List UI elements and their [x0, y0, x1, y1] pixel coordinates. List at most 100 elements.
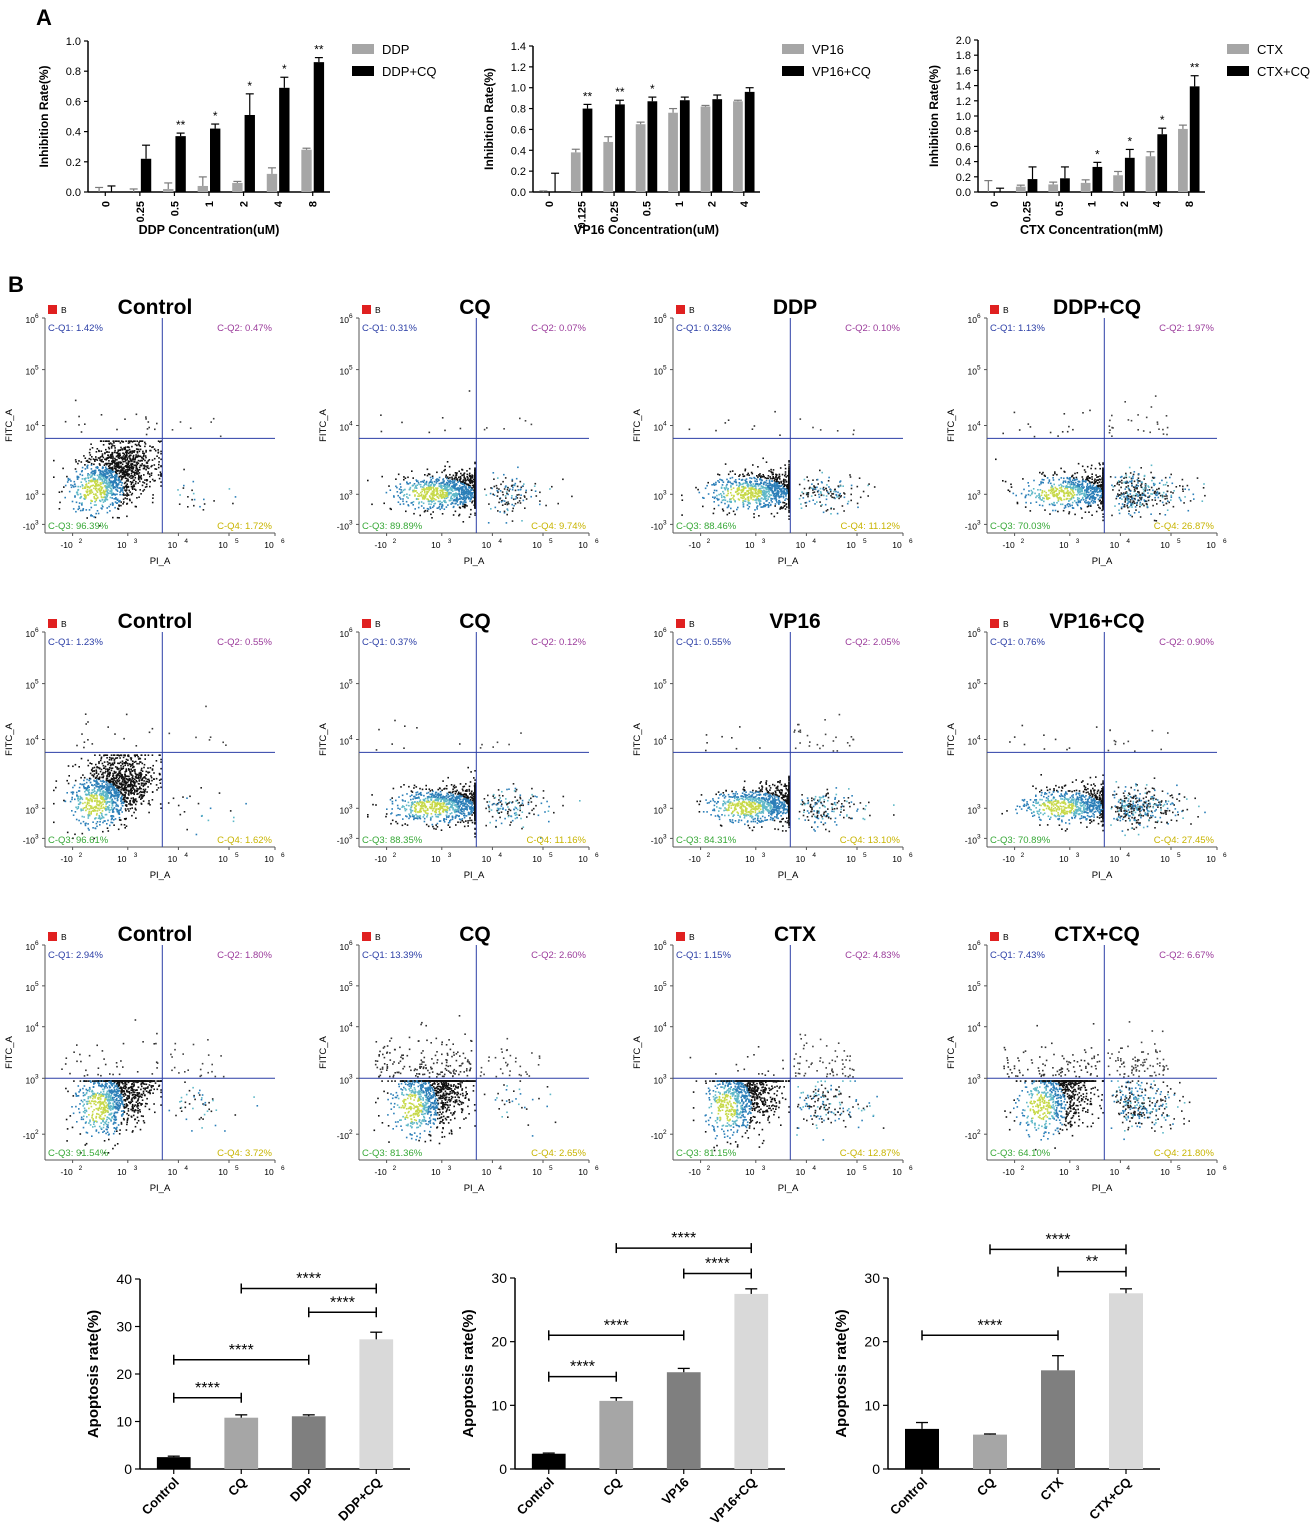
event-dot — [1098, 507, 1100, 509]
event-dot — [764, 490, 766, 492]
event-dot — [812, 427, 814, 429]
event-dot — [120, 489, 122, 491]
event-dot — [122, 461, 124, 463]
event-dot — [81, 431, 83, 433]
event-dot — [721, 495, 723, 497]
event-dot — [66, 476, 68, 478]
event-dot — [105, 483, 107, 485]
event-dot — [497, 477, 499, 479]
event-dot — [75, 468, 77, 470]
y-tick-exponent: 3 — [35, 489, 39, 496]
event-dot — [863, 491, 865, 493]
event-dot — [715, 430, 717, 432]
legend-swatch — [352, 66, 374, 76]
event-dot — [1093, 483, 1095, 485]
event-dot — [844, 493, 846, 495]
x-tick-label: 10 — [264, 540, 274, 550]
event-dot — [754, 495, 756, 497]
event-dot — [780, 502, 782, 504]
bar-vp16-plus-cq — [712, 99, 722, 192]
event-dot — [751, 481, 753, 483]
event-dot — [454, 496, 456, 498]
event-dot — [104, 459, 106, 461]
event-dot — [763, 484, 765, 486]
event-dot — [755, 487, 757, 489]
event-dot — [103, 440, 105, 442]
event-dot — [82, 485, 84, 487]
event-dot — [772, 477, 774, 479]
event-dot — [1081, 484, 1083, 486]
event-dot — [727, 514, 729, 516]
event-dot — [92, 447, 94, 449]
event-dot — [429, 432, 431, 434]
event-dot — [400, 498, 402, 500]
event-dot — [99, 479, 101, 481]
bar-vp16-plus-cq — [680, 100, 690, 192]
event-dot — [506, 514, 508, 516]
event-dot — [449, 466, 451, 468]
event-dot — [857, 503, 859, 505]
event-dot — [433, 498, 435, 500]
x-tick-label: 10 — [117, 540, 127, 550]
event-dot — [427, 488, 429, 490]
event-dot — [1063, 499, 1065, 501]
event-dot — [123, 455, 125, 457]
event-dot — [436, 494, 438, 496]
event-dot — [1101, 503, 1103, 505]
event-dot — [97, 485, 99, 487]
event-dot — [439, 504, 441, 506]
event-dot — [87, 475, 89, 477]
event-dot — [507, 504, 509, 506]
event-dot — [134, 472, 136, 474]
event-dot — [456, 478, 458, 480]
event-dot — [519, 418, 521, 420]
event-dot — [100, 471, 102, 473]
x-tick-label: 0 — [100, 201, 112, 207]
event-dot — [472, 481, 474, 483]
event-dot — [834, 489, 836, 491]
event-dot — [110, 481, 112, 483]
event-dot — [851, 488, 853, 490]
event-dot — [77, 486, 79, 488]
event-dot — [800, 503, 802, 505]
event-dot — [767, 477, 769, 479]
event-dot — [803, 493, 805, 495]
event-dot — [406, 496, 408, 498]
event-dot — [426, 492, 428, 494]
event-dot — [788, 477, 790, 479]
event-dot — [144, 442, 146, 444]
event-dot — [428, 503, 430, 505]
event-dot — [93, 458, 95, 460]
y-tick-label: 1.0 — [66, 36, 81, 48]
event-dot — [497, 492, 499, 494]
x-tick-exponent: 6 — [281, 538, 285, 545]
event-dot — [142, 451, 144, 453]
event-dot — [444, 500, 446, 502]
event-dot — [722, 491, 724, 493]
event-dot — [486, 494, 488, 496]
event-dot — [203, 499, 205, 501]
event-dot — [100, 501, 102, 503]
event-dot — [804, 488, 806, 490]
event-dot — [470, 491, 472, 493]
event-dot — [123, 487, 125, 489]
event-dot — [88, 480, 90, 482]
event-dot — [1069, 486, 1071, 488]
event-dot — [766, 461, 768, 463]
event-dot — [106, 458, 108, 460]
event-dot — [144, 482, 146, 484]
event-dot — [766, 496, 768, 498]
event-dot — [723, 493, 725, 495]
event-dot — [95, 504, 97, 506]
event-dot — [79, 508, 81, 510]
x-axis-label: PI_A — [464, 556, 485, 567]
event-dot — [819, 501, 821, 503]
y-tick-exponent: 3 — [663, 519, 667, 526]
legend-label: B — [61, 305, 67, 315]
event-dot — [114, 462, 116, 464]
event-dot — [823, 487, 825, 489]
event-dot — [1048, 494, 1050, 496]
event-dot — [114, 475, 116, 477]
event-dot — [1047, 477, 1049, 479]
